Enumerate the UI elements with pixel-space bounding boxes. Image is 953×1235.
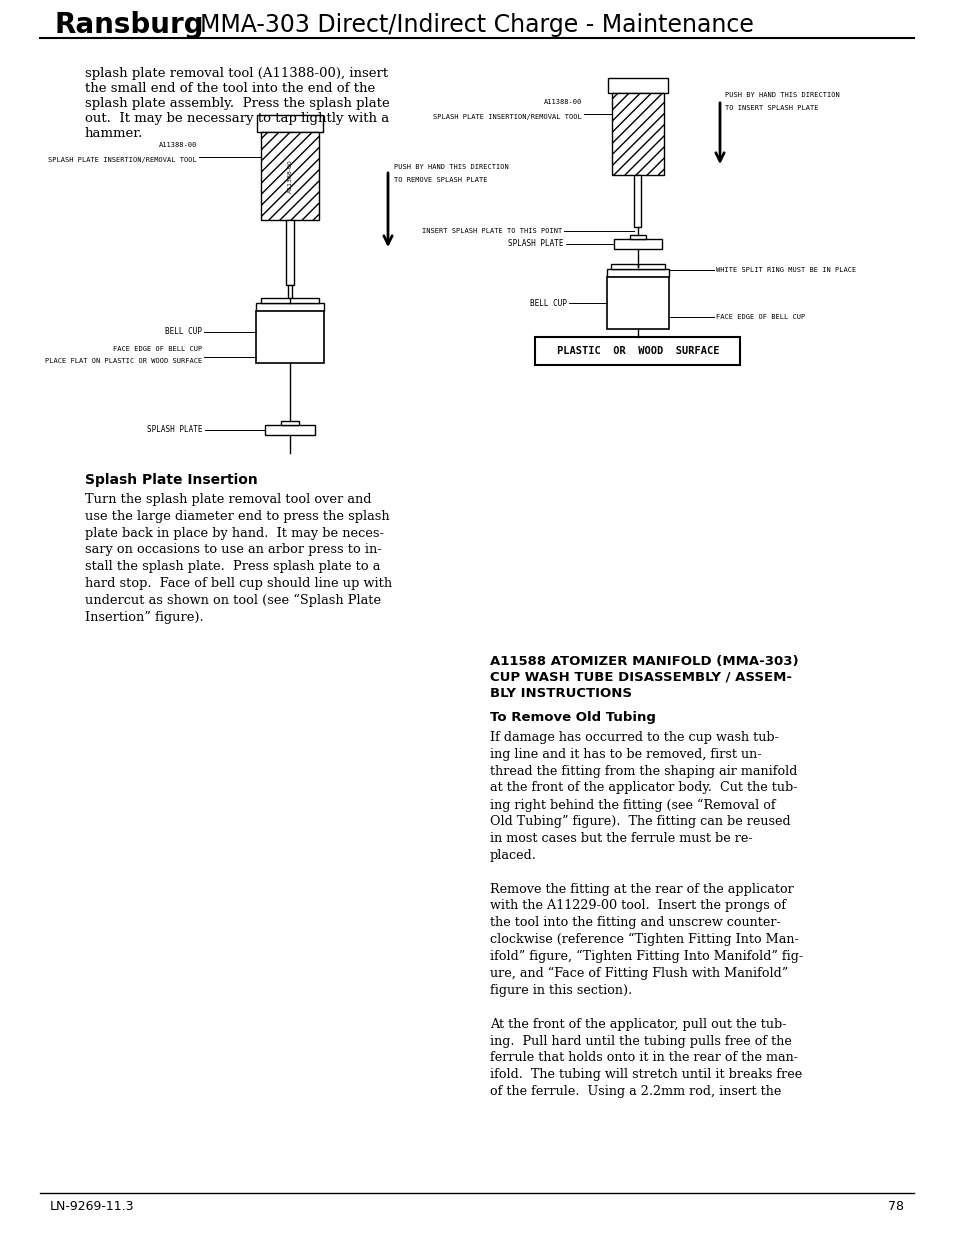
Text: FACE EDGE OF BELL CUP: FACE EDGE OF BELL CUP: [716, 314, 804, 320]
Text: A11388-00: A11388-00: [287, 159, 293, 193]
Bar: [606, 269, 668, 277]
Bar: [255, 303, 324, 311]
Text: 78: 78: [887, 1200, 903, 1214]
Text: SPLASH PLATE INSERTION/REMOVAL TOOL: SPLASH PLATE INSERTION/REMOVAL TOOL: [49, 157, 196, 163]
Bar: [612, 93, 663, 175]
Text: INSERT SPLASH PLATE TO THIS POINT: INSERT SPLASH PLATE TO THIS POINT: [422, 228, 562, 233]
Bar: [629, 235, 645, 240]
Text: PUSH BY HAND THIS DIRECTION: PUSH BY HAND THIS DIRECTION: [394, 164, 508, 170]
Bar: [255, 311, 324, 363]
Text: BLY INSTRUCTIONS: BLY INSTRUCTIONS: [490, 687, 631, 700]
Bar: [614, 240, 661, 249]
Bar: [286, 220, 294, 285]
Text: FACE EDGE OF BELL CUP: FACE EDGE OF BELL CUP: [112, 346, 202, 352]
Text: PLACE FLAT ON PLASTIC OR WOOD SURFACE: PLACE FLAT ON PLASTIC OR WOOD SURFACE: [45, 358, 202, 364]
Bar: [535, 337, 740, 366]
Text: Ransburg: Ransburg: [55, 11, 204, 40]
Bar: [288, 285, 292, 303]
Bar: [256, 115, 323, 132]
Bar: [607, 78, 667, 93]
Bar: [610, 264, 664, 269]
Text: SPLASH PLATE INSERTION/REMOVAL TOOL: SPLASH PLATE INSERTION/REMOVAL TOOL: [433, 114, 581, 120]
Text: PLASTIC  OR  WOOD  SURFACE: PLASTIC OR WOOD SURFACE: [557, 346, 719, 356]
Text: splash plate removal tool (A11388-00), insert
the small end of the tool into the: splash plate removal tool (A11388-00), i…: [85, 67, 390, 140]
Bar: [261, 132, 318, 220]
Bar: [606, 277, 668, 329]
Text: A11388-00: A11388-00: [158, 142, 196, 148]
Text: A11388-00: A11388-00: [543, 99, 581, 105]
Bar: [265, 425, 314, 435]
Text: SPLASH PLATE: SPLASH PLATE: [508, 240, 563, 248]
Text: To Remove Old Tubing: To Remove Old Tubing: [490, 711, 656, 724]
Text: SPLASH PLATE: SPLASH PLATE: [148, 426, 203, 435]
Text: MMA-303 Direct/Indirect Charge - Maintenance: MMA-303 Direct/Indirect Charge - Mainten…: [200, 14, 753, 37]
Text: Splash Plate Insertion: Splash Plate Insertion: [85, 473, 257, 487]
Text: TO INSERT SPLASH PLATE: TO INSERT SPLASH PLATE: [724, 105, 818, 111]
Text: WHITE SPLIT RING MUST BE IN PLACE: WHITE SPLIT RING MUST BE IN PLACE: [716, 267, 856, 273]
Text: CUP WASH TUBE DISASSEMBLY / ASSEM-: CUP WASH TUBE DISASSEMBLY / ASSEM-: [490, 671, 791, 684]
Text: Turn the splash plate removal tool over and
use the large diameter end to press : Turn the splash plate removal tool over …: [85, 493, 392, 624]
Text: A11588 ATOMIZER MANIFOLD (MMA-303): A11588 ATOMIZER MANIFOLD (MMA-303): [490, 655, 798, 668]
Text: BELL CUP: BELL CUP: [165, 327, 202, 336]
Bar: [634, 175, 640, 227]
Text: BELL CUP: BELL CUP: [530, 299, 566, 308]
Bar: [281, 421, 298, 425]
Text: LN-9269-11.3: LN-9269-11.3: [50, 1200, 134, 1214]
Bar: [261, 298, 318, 303]
Text: TO REMOVE SPLASH PLATE: TO REMOVE SPLASH PLATE: [394, 177, 487, 183]
Text: PUSH BY HAND THIS DIRECTION: PUSH BY HAND THIS DIRECTION: [724, 91, 839, 98]
Text: If damage has occurred to the cup wash tub-
ing line and it has to be removed, f: If damage has occurred to the cup wash t…: [490, 731, 802, 1098]
